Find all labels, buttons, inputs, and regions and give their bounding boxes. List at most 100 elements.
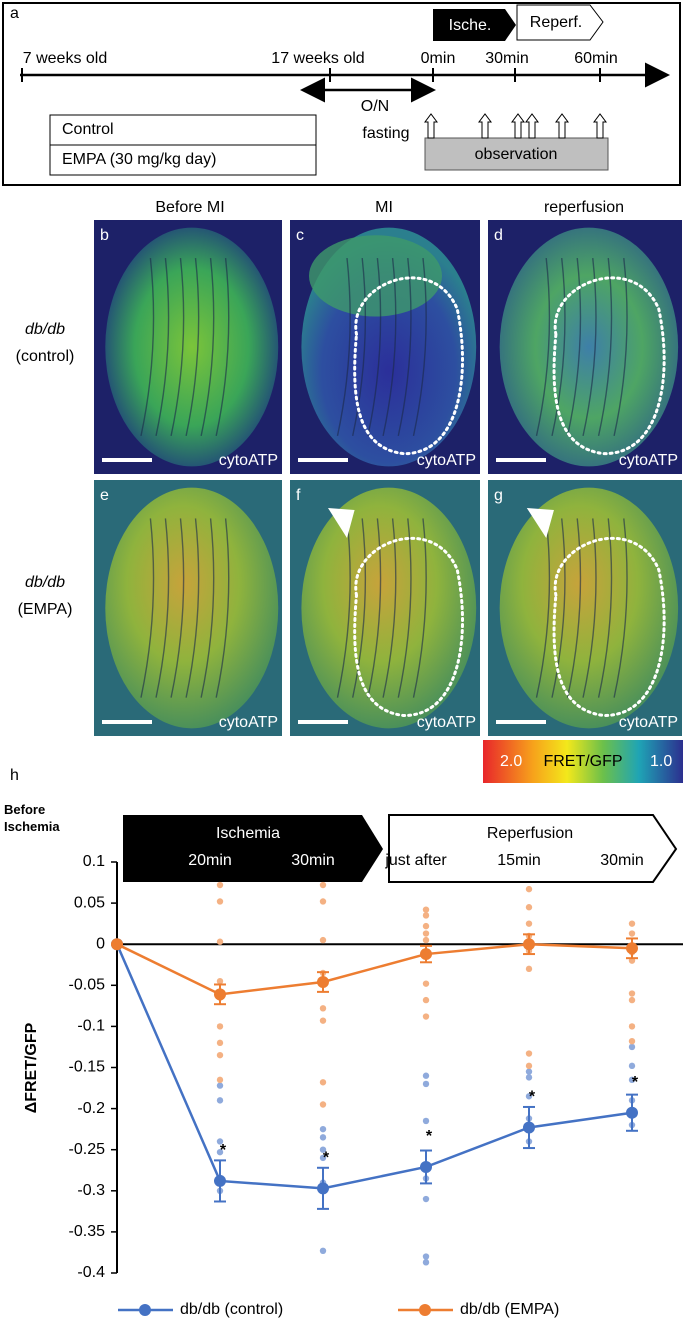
- sample-point: [628, 1037, 636, 1045]
- colorbar-title: FRET/GFP: [543, 753, 622, 770]
- vessel: [215, 258, 230, 437]
- panel-letter: b: [100, 227, 109, 244]
- sample-point: [319, 1017, 327, 1024]
- vessel: [170, 518, 185, 698]
- legend-marker: [419, 1304, 431, 1316]
- sample-point: [628, 1023, 636, 1030]
- mean-marker: [317, 1182, 329, 1195]
- image-panel: g cytoATP: [488, 480, 682, 736]
- sample-point: [525, 885, 533, 893]
- vessel: [155, 518, 170, 698]
- sample-point: [216, 1076, 224, 1084]
- group-label: EMPA (30 mg/kg day): [62, 151, 216, 168]
- series-line: [115, 943, 633, 1190]
- timeline-label: 30min: [485, 50, 529, 67]
- sample-point: [422, 1195, 430, 1203]
- vessel: [597, 518, 613, 698]
- arrowhead-marker: [526, 508, 554, 538]
- y-tick-label: -0.1: [77, 1018, 105, 1035]
- sample-point: [319, 898, 327, 905]
- sample-point: [422, 922, 430, 930]
- sample-point: [319, 1079, 327, 1086]
- infarct-outline: [552, 536, 666, 718]
- image-panel: d cytoATP: [488, 220, 682, 474]
- vessel: [535, 518, 551, 698]
- ischemia-label: Ische.: [449, 17, 492, 34]
- sample-point: [525, 920, 533, 927]
- sample-point: [525, 904, 533, 911]
- significance-marker: *: [220, 1142, 227, 1159]
- vessel: [185, 258, 200, 437]
- row-label: (EMPA): [18, 601, 73, 618]
- vessel: [336, 258, 351, 437]
- image-panel: c cytoATP: [290, 220, 480, 474]
- sample-point: [628, 920, 636, 927]
- timeline-label: 60min: [574, 50, 618, 67]
- y-tick-label: 0.1: [83, 853, 105, 870]
- vessel: [566, 518, 582, 698]
- heart: [499, 487, 679, 729]
- category-label: 20min: [188, 852, 232, 869]
- row-label: (control): [16, 348, 75, 365]
- sample-point: [216, 1039, 224, 1047]
- vessel: [200, 518, 215, 698]
- legend-label: db/db (control): [180, 1301, 283, 1318]
- image-caption: cytoATP: [619, 714, 678, 731]
- phase-label: Ischemia: [216, 825, 280, 842]
- panel-letter: e: [100, 487, 109, 504]
- image-caption: cytoATP: [219, 714, 278, 731]
- y-tick-label: -0.05: [69, 977, 106, 994]
- vessel: [155, 258, 170, 437]
- sample-point: [319, 1125, 327, 1133]
- vessel: [367, 258, 382, 437]
- legend-label: db/db (EMPA): [460, 1301, 559, 1318]
- group-label: Control: [62, 121, 114, 138]
- chart-h: 0.1 0.05 0 -0.05 -0.1 -0.15 -0.2 -0.25 -0.3 -0.35…: [69, 852, 683, 1318]
- sample-point: [422, 996, 430, 1004]
- vessel: [185, 518, 200, 698]
- sample-point: [422, 1013, 430, 1020]
- significance-marker: *: [529, 1089, 536, 1106]
- sample-point: [319, 1005, 327, 1012]
- sample-point: [319, 1247, 327, 1255]
- sample-point: [422, 1253, 430, 1260]
- y-tick-label: -0.35: [69, 1223, 106, 1240]
- sample-point: [216, 1148, 224, 1156]
- sample-point: [319, 1146, 327, 1153]
- panel-a-frame: [2, 2, 681, 186]
- panel-letter: f: [296, 487, 301, 504]
- y-tick-label: -0.3: [77, 1182, 105, 1199]
- infarct-outline: [353, 536, 465, 718]
- timeline-label: 17 weeks old: [271, 50, 364, 67]
- y-tick-label: -0.25: [69, 1141, 106, 1158]
- sample-point: [525, 1050, 533, 1057]
- vessel: [215, 518, 230, 698]
- sample-point: [628, 1043, 636, 1051]
- group-box: [49, 114, 317, 146]
- image-panel: e cytoATP: [94, 480, 282, 736]
- colorbar: [483, 740, 683, 783]
- y-axis-title: ΔFRET/GFP: [23, 1022, 40, 1113]
- vessel: [140, 258, 155, 437]
- mean-marker: [626, 1106, 638, 1119]
- row-label: db/db: [25, 574, 65, 591]
- mean-marker: [111, 938, 123, 951]
- heart-top: [309, 235, 442, 317]
- sample-point: [216, 938, 224, 945]
- panel-letter: c: [296, 227, 304, 244]
- heart: [499, 227, 679, 467]
- vessel: [551, 518, 566, 698]
- colorbar-min: 1.0: [650, 753, 672, 770]
- y-tick-label: 0: [96, 935, 105, 952]
- mean-marker: [214, 1174, 226, 1187]
- sample-point: [422, 1072, 430, 1079]
- heart: [105, 227, 279, 467]
- sample-point: [628, 930, 636, 937]
- column-header: reperfusion: [544, 199, 624, 216]
- phase-label: Reperfusion: [487, 825, 573, 842]
- observation-box: [424, 137, 609, 171]
- sample-point: [422, 906, 430, 913]
- panel-label: h: [10, 767, 19, 784]
- sample-point: [525, 1068, 533, 1075]
- category-label: just after: [384, 852, 447, 869]
